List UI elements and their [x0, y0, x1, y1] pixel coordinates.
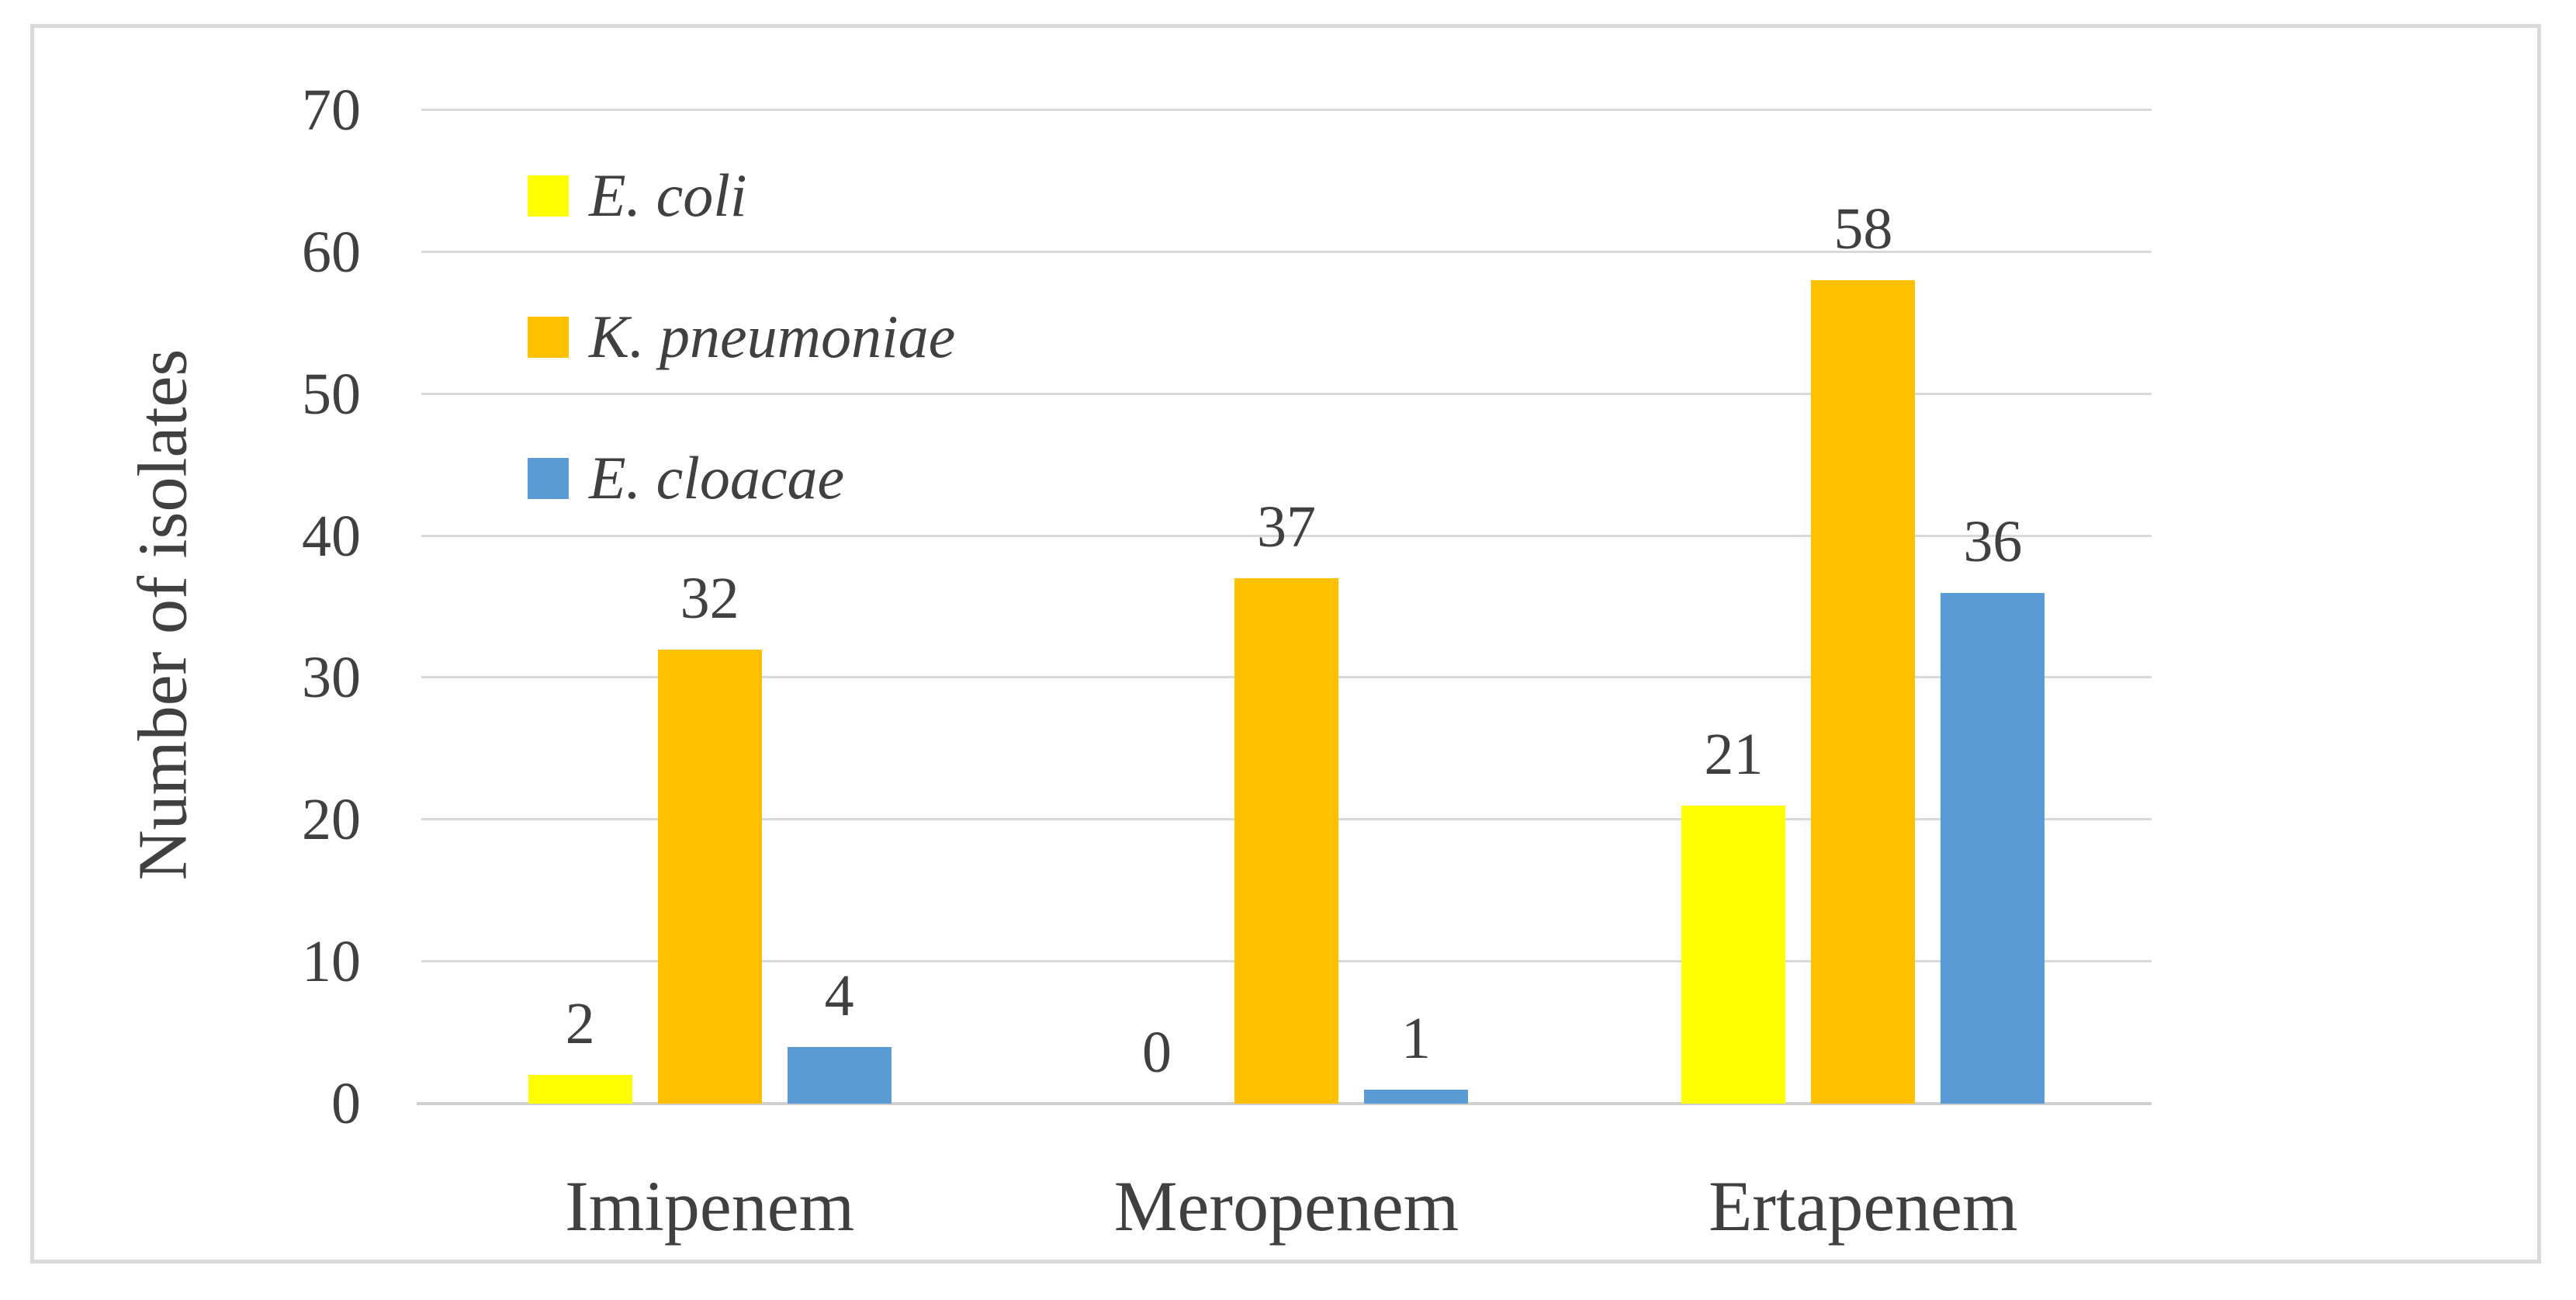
legend-item-k-pneumoniae: K. pneumoniae [528, 300, 955, 374]
data-label: 37 [1257, 494, 1316, 560]
bar-e-coli-imipenem [528, 1075, 632, 1104]
bar-e-coli-ertapenem [1681, 806, 1786, 1104]
y-tick-label-30: 30 [302, 645, 361, 711]
x-axis-line [417, 1102, 2152, 1105]
data-label: 4 [824, 962, 854, 1028]
legend-item-e-coli: E. coli [528, 158, 747, 233]
legend-swatch-icon [528, 175, 569, 217]
legend-label: E. coli [589, 161, 747, 229]
bar-e-cloacae-ertapenem [1941, 592, 2045, 1104]
legend-item-e-cloacae: E. cloacae [528, 441, 844, 515]
data-label: 1 [1401, 1005, 1431, 1071]
y-tick-label-10: 10 [302, 929, 361, 995]
data-label: 36 [1963, 508, 2023, 574]
x-category-label-meropenem: Meropenem [1113, 1167, 1459, 1246]
plot-area: 2 32 4 0 37 1 21 58 36 [417, 109, 2152, 1105]
gridline-y-40 [421, 534, 2152, 537]
y-tick-label-70: 70 [302, 78, 361, 143]
data-label: 32 [680, 565, 739, 631]
gridline-y-60 [421, 250, 2152, 253]
y-tick-label-20: 20 [302, 787, 361, 853]
legend-label: K. pneumoniae [589, 303, 956, 370]
y-tick-label-60: 60 [302, 219, 361, 285]
bar-e-cloacae-imipenem [787, 1046, 892, 1104]
data-label: 2 [565, 991, 595, 1057]
y-tick-label-50: 50 [302, 361, 361, 427]
x-category-label-imipenem: Imipenem [565, 1167, 855, 1246]
data-label: 0 [1142, 1020, 1172, 1085]
legend-label: E. cloacae [589, 444, 845, 511]
gridline-y-70 [421, 109, 2152, 111]
legend-swatch-icon [528, 457, 569, 499]
legend-swatch-icon [528, 316, 569, 358]
bar-e-cloacae-meropenem [1364, 1089, 1468, 1104]
bar-k-pneumoniae-imipenem [657, 649, 762, 1104]
y-tick-label-40: 40 [302, 503, 361, 569]
gridline-y-50 [421, 392, 2152, 395]
data-label: 21 [1704, 722, 1764, 787]
data-label: 58 [1833, 196, 1893, 262]
bar-k-pneumoniae-ertapenem [1811, 280, 1916, 1104]
x-category-label-ertapenem: Ertapenem [1709, 1167, 2018, 1246]
y-tick-label-0: 0 [331, 1071, 361, 1136]
bar-k-pneumoniae-meropenem [1234, 578, 1338, 1104]
